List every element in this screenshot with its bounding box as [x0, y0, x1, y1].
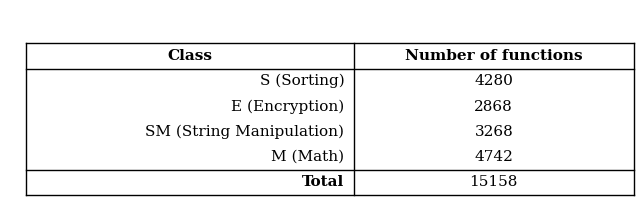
- Text: Number of functions: Number of functions: [405, 49, 582, 63]
- Text: E (Encryption): E (Encryption): [231, 99, 344, 114]
- Text: Class: Class: [167, 49, 212, 63]
- Text: M (Math): M (Math): [271, 150, 344, 164]
- Text: SM (String Manipulation): SM (String Manipulation): [145, 125, 344, 139]
- Text: 4742: 4742: [474, 150, 513, 164]
- Text: 15158: 15158: [470, 175, 518, 189]
- Text: S (Sorting): S (Sorting): [260, 74, 344, 88]
- Text: 3268: 3268: [474, 125, 513, 139]
- Text: 4280: 4280: [474, 74, 513, 88]
- Text: 2868: 2868: [474, 99, 513, 113]
- Text: Total: Total: [302, 175, 344, 189]
